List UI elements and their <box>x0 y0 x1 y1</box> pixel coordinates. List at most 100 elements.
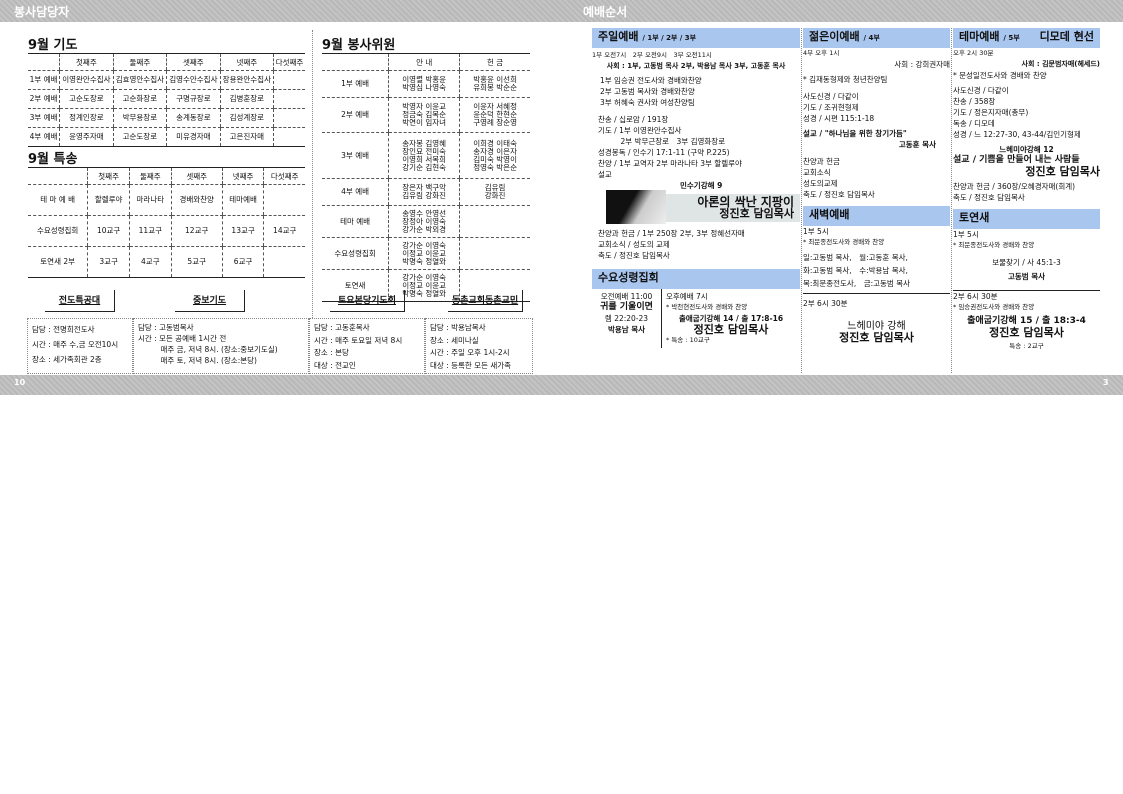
table-row: 4부 예배 장은자 백구악 김유림 강화진 김유림 강화진 <box>322 178 530 206</box>
intercession-button[interactable]: 중보기도 <box>175 290 245 312</box>
table-cell: 6교구 <box>221 246 264 278</box>
newcomer-button[interactable]: 동촌교회동촌교민 <box>448 290 523 312</box>
table-cell: 수요성령집회 <box>322 237 389 270</box>
sermon-title: 아론의 싹난 지팡이 <box>697 195 794 209</box>
table-cell: 김영수안수집사 <box>166 70 221 90</box>
col-header <box>28 53 60 71</box>
table-cell: 이윤자 서혜정 윤순덕 한현순 구영례 장순영 <box>459 97 530 133</box>
table-cell: 3부 예배 <box>28 108 60 128</box>
table-cell: 박영자 이윤교 정금숙 김복순 박연이 임자녀 <box>388 97 460 133</box>
table-cell: 4부 예배 <box>322 178 389 206</box>
bottom-band: 10 3 <box>0 375 1123 395</box>
prayer-title: 9월 기도 <box>28 38 78 53</box>
table-cell: 3부 예배 <box>322 132 389 179</box>
special-table: 첫째주 둘째주 셋째주 넷째주 다섯째주 테 마 예 배 할렐루야 마라나타 경배와찬양 테마예배… <box>28 167 305 278</box>
col-header: 둘째주 <box>112 53 167 71</box>
table-cell: 고은진자매 <box>219 127 274 147</box>
info-box-intercession: 담당 : 고동범목사 시간 : 모든 공예배 1시간 전 매주 금, 저녁 8시.… <box>133 318 309 374</box>
table-cell: 1부 예배 <box>28 70 60 90</box>
top-band: 봉사담당자 예배순서 <box>0 0 1123 22</box>
page-number-left: 10 <box>14 378 26 387</box>
sermon-series: 민수기강해 9 <box>680 181 723 190</box>
table-cell: 김성계장로 <box>219 108 274 128</box>
table-cell <box>263 184 305 216</box>
table-cell <box>273 70 305 90</box>
table-cell: 김유림 강화진 <box>459 178 530 206</box>
table-cell: 마라나타 <box>128 184 172 216</box>
youth-service: 젊은이예배 / 4부 4부 오후 1시 사회 : 강희권자매 * 김재동형제와 … <box>803 28 950 344</box>
col-header <box>322 53 389 71</box>
col-header: 넷째주 <box>221 167 264 185</box>
table-cell: 장은자 백구악 김유림 강화진 <box>388 178 460 206</box>
table-cell <box>273 89 305 109</box>
table-cell: 고순도장로 <box>112 127 167 147</box>
left-header: 봉사담당자 <box>14 5 70 19</box>
sermon-image <box>606 190 666 224</box>
table-cell: 박무용장로 <box>112 108 167 128</box>
col-header: 헌 금 <box>459 53 530 71</box>
table-cell: 5교구 <box>170 246 223 278</box>
col-header: 둘째주 <box>128 167 172 185</box>
col-header: 다섯째주 <box>273 53 305 71</box>
wed-body: 오전예배 11:00 귀를 기울이면 렘 22:20-23 박용남 목사 오후예배 7… <box>592 289 800 348</box>
table-row: 1부 예배 이영렬 박홍윤 박영심 나영숙 박홍윤 이선희 유희봉 박순순 <box>322 70 530 98</box>
col-header: 첫째주 <box>59 53 114 71</box>
table-cell: 테마 예배 <box>322 205 389 238</box>
table-cell: 2부 예배 <box>28 89 60 109</box>
table-cell: 이영렬 박홍윤 박영심 나영숙 <box>388 70 460 98</box>
info-box-saturday: 담당 : 고동훈목사 시간 : 매주 토요일 저녁 8시 장소 : 본당 대상 : 전… <box>309 318 425 374</box>
special-section: 9월 특송 첫째주 둘째주 셋째주 넷째주 다섯째주 테 마 예 배 할렐루야 마라나타 경배와… <box>28 148 305 278</box>
sunday-praise: 1부 임승권 전도사와 경배와찬양 2부 고동범 목사와 경배와찬양 3부 허혜숙 … <box>600 76 702 107</box>
col-header <box>28 167 88 185</box>
wed-header: 수요성령집회 <box>592 269 800 289</box>
table-cell: 12교구 <box>170 215 223 247</box>
table-cell: 토연새 2부 <box>28 246 88 278</box>
table-cell: 14교구 <box>263 215 305 247</box>
table-cell: 4부 예배 <box>28 127 60 147</box>
saturday-prayer-button[interactable]: 토요본당기도회 <box>330 290 405 312</box>
table-cell: 이희경 이태숙 송자경 이은자 김미숙 박영이 정영숙 박은순 <box>459 132 530 179</box>
table-row: 토연새 강가순 이영숙 이정교 이윤교 박명숙 정열와 <box>322 269 530 302</box>
table-cell: 이영완안수집사 <box>59 70 114 90</box>
table-cell: 경배와찬양 <box>170 184 223 216</box>
col-header: 넷째주 <box>219 53 274 71</box>
special-title: 9월 특송 <box>28 152 78 167</box>
col-header: 첫째주 <box>87 167 130 185</box>
table-row: 3부 예배 송자봉 김영혜 장인묘 전미숙 이영희 서복희 강기순 김현숙 이희경 … <box>322 132 530 179</box>
dawn-header: 새벽예배 <box>803 206 950 226</box>
sunday-order: 찬송 / 십로암 / 191장 기도 / 1부 이영완안수집사 2부 박무근장로 … <box>598 115 742 179</box>
table-cell: 박홍윤 이선희 유희봉 박순순 <box>459 70 530 98</box>
table-cell <box>273 127 305 147</box>
table-cell: 테마예배 <box>221 184 264 216</box>
table-cell: 고순도장로 <box>59 89 114 109</box>
table-row: 2부 예배 고순도장로 고순화장로 구명규장로 김병훈장로 <box>28 89 305 109</box>
table-row: 토연새 2부 3교구 4교구 5교구 6교구 <box>28 246 305 278</box>
col-header: 셋째주 <box>166 53 221 71</box>
table-cell: 할렐루야 <box>87 184 130 216</box>
info-box-newcomer: 담당 : 박용남목사 장소 : 세미나실 시간 : 주일 오후 1시-2시 대상 : … <box>425 318 533 374</box>
info-box-evangelism: 담당 : 전명희전도사 시간 : 매주 수,금 오전10시 장소 : 세가족회관 2… <box>27 318 133 374</box>
table-cell: 테 마 예 배 <box>28 184 88 216</box>
theme-service: 테마예배 / 5부 디모데 현선 오후 2시 30분 사회 : 김문범자매(헤세드… <box>953 28 1100 350</box>
table-cell: 강가순 이영숙 이정교 이윤교 박명숙 정열와 <box>388 237 460 270</box>
wed-am: 오전예배 11:00 귀를 기울이면 렘 22:20-23 박용남 목사 <box>592 289 662 348</box>
sunday-header: 주일예배 / 1부 / 2부 / 3부 <box>592 28 800 48</box>
table-cell <box>459 269 530 302</box>
table-cell: 윤영주자매 <box>59 127 114 147</box>
table-cell: 4교구 <box>128 246 172 278</box>
table-cell <box>263 246 305 278</box>
wed-pm: 오후예배 7시 * 박천현전도사와 경배와 찬양 출애굽기강해 14 / 출 17:… <box>666 292 784 344</box>
page-number-right: 3 <box>1103 378 1109 387</box>
sermon-box: 아론의 싹난 지팡이 정진호 담임목사 <box>606 190 800 224</box>
table-cell <box>459 205 530 238</box>
table-cell: 수요성령집회 <box>28 215 88 247</box>
evangelism-button[interactable]: 전도특공대 <box>45 290 115 312</box>
table-row: 3부 예배 정계인장로 박무용장로 송계동장로 김성계장로 <box>28 108 305 128</box>
table-row: 4부 예배 윤영주자매 고순도장로 미유경자매 고은진자매 <box>28 127 305 147</box>
col-header: 다섯째주 <box>263 167 305 185</box>
table-cell: 김효영안수집사 <box>112 70 167 90</box>
table-cell: 1부 예배 <box>322 70 389 98</box>
table-cell <box>459 237 530 270</box>
